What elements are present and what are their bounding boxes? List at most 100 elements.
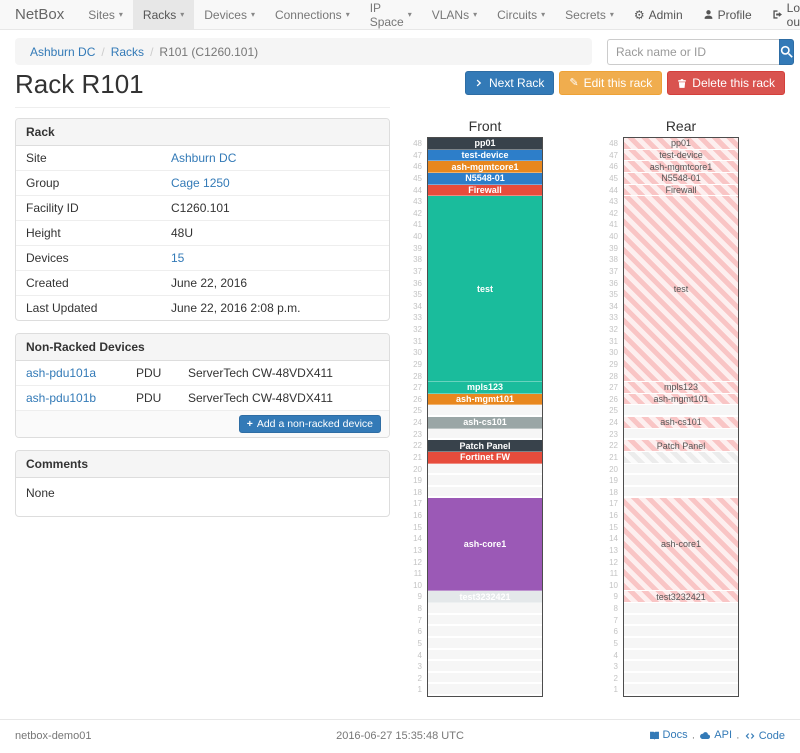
empty-unit[interactable]: [624, 672, 738, 685]
rack-device-fortinet-fw[interactable]: Fortinet FW: [428, 451, 542, 464]
empty-unit[interactable]: [624, 463, 738, 476]
next-rack-button[interactable]: Next Rack: [465, 71, 555, 95]
empty-unit[interactable]: [428, 603, 542, 615]
rack-device-mpls123[interactable]: mpls123: [624, 382, 738, 394]
footer-link-separator: ·: [736, 731, 740, 744]
rack-device-mpls123[interactable]: mpls123: [428, 382, 542, 394]
nav-item-label: Connections: [274, 7, 342, 22]
unit-number: 6: [417, 627, 422, 637]
footer-links: Docs · API · Code: [531, 729, 785, 744]
brand-link[interactable]: NetBox: [15, 6, 65, 23]
empty-unit[interactable]: [428, 428, 542, 441]
rack-device-test[interactable]: test: [428, 196, 542, 383]
footer-link-code[interactable]: Code: [744, 730, 785, 742]
rack-device-ash-mgmtcore1[interactable]: ash-mgmtcore1: [428, 161, 542, 173]
empty-unit[interactable]: [624, 614, 738, 627]
delete-this-rack-button[interactable]: Delete this rack: [667, 71, 785, 95]
rack-device-test3232421[interactable]: test3232421: [428, 591, 542, 603]
nav-item-racks[interactable]: Racks ▾: [132, 0, 195, 29]
rack-device-firewall[interactable]: Firewall: [428, 184, 542, 197]
empty-unit[interactable]: [624, 684, 738, 696]
nav-item-profile[interactable]: Profile: [693, 0, 762, 29]
book-icon: [649, 730, 660, 741]
edit-this-rack-button[interactable]: ✎ Edit this rack: [559, 71, 663, 95]
log-out-icon: [772, 9, 783, 20]
attr-value-link-15[interactable]: 15: [171, 251, 185, 265]
unit-number: 41: [413, 220, 422, 230]
unit-number: 40: [413, 232, 422, 241]
empty-unit[interactable]: [428, 486, 542, 499]
breadcrumb-item-racks[interactable]: Racks: [110, 45, 145, 59]
rack-device-n5548-01[interactable]: N5548-01: [624, 172, 738, 185]
breadcrumb-item-ashburn-dc[interactable]: Ashburn DC: [30, 45, 96, 59]
attr-value: 15: [161, 245, 389, 271]
nav-item-admin[interactable]: ⚙ Admin: [624, 0, 693, 29]
nav-item-log-out[interactable]: Log out: [762, 0, 800, 29]
nav-item-sites[interactable]: Sites ▾: [78, 0, 133, 29]
empty-unit[interactable]: [624, 486, 738, 499]
search-button[interactable]: [779, 38, 794, 65]
search-input[interactable]: [607, 38, 779, 65]
rack-device-ash-mgmtcore1[interactable]: ash-mgmtcore1: [624, 161, 738, 173]
empty-unit[interactable]: [624, 637, 738, 650]
rack-device-ash-core1[interactable]: ash-core1: [428, 498, 542, 592]
device-name: Patch Panel: [459, 440, 511, 451]
empty-unit[interactable]: [624, 475, 738, 487]
empty-unit[interactable]: [428, 405, 542, 417]
unit-number: 42: [609, 208, 618, 218]
empty-unit[interactable]: [428, 672, 542, 685]
unit-number: 43: [609, 197, 618, 207]
rack-device-pp01[interactable]: pp01: [428, 138, 542, 150]
unit-number: 34: [609, 301, 618, 311]
empty-unit[interactable]: [428, 661, 542, 673]
rack-device-ash-mgmt101[interactable]: ash-mgmt101: [428, 393, 542, 406]
attr-value: 48U: [161, 220, 389, 246]
nav-item-label: Profile: [717, 7, 752, 22]
nav-item-devices[interactable]: Devices ▾: [194, 0, 265, 29]
empty-unit[interactable]: [428, 626, 542, 638]
empty-unit[interactable]: [624, 428, 738, 441]
add-non-racked-device-button[interactable]: + Add a non-racked device: [238, 415, 381, 433]
empty-unit[interactable]: [428, 475, 542, 487]
rack-device[interactable]: [624, 451, 738, 464]
device-link-ash-pdu101b[interactable]: ash-pdu101b: [26, 391, 97, 405]
attr-value-link-ashburn-dc[interactable]: Ashburn DC: [171, 151, 237, 165]
rack-device-firewall[interactable]: Firewall: [624, 184, 738, 197]
rack-device-n5548-01[interactable]: N5548-01: [428, 172, 542, 185]
empty-unit[interactable]: [624, 626, 738, 638]
rack-device-ash-core1[interactable]: ash-core1: [624, 498, 738, 592]
rack-device-patch-panel[interactable]: Patch Panel: [428, 440, 542, 452]
page-title: Rack R101: [15, 69, 144, 99]
rack-device-pp01[interactable]: pp01: [624, 138, 738, 150]
unit-number: 39: [609, 243, 618, 253]
nav-item-vlans[interactable]: VLANs ▾: [422, 0, 487, 29]
rack-device-ash-cs101[interactable]: ash-cs101: [624, 417, 738, 429]
empty-unit[interactable]: [624, 603, 738, 615]
nav-item-connections[interactable]: Connections ▾: [265, 0, 360, 29]
empty-unit[interactable]: [428, 649, 542, 662]
empty-unit[interactable]: [428, 684, 542, 696]
nav-item-label: Circuits: [497, 7, 538, 22]
nav-item-circuits[interactable]: Circuits ▾: [487, 0, 555, 29]
rack-device-patch-panel[interactable]: Patch Panel: [624, 440, 738, 452]
empty-unit[interactable]: [624, 649, 738, 662]
rack-device-test[interactable]: test: [624, 196, 738, 383]
rack-device-test3232421[interactable]: test3232421: [624, 591, 738, 603]
unit-number: 46: [413, 162, 422, 172]
device-link-ash-pdu101a[interactable]: ash-pdu101a: [26, 366, 97, 380]
rack-device-test-device[interactable]: test-device: [428, 149, 542, 162]
attr-value-link-cage-1250[interactable]: Cage 1250: [171, 176, 230, 190]
empty-unit[interactable]: [428, 637, 542, 650]
nav-item-ip-space[interactable]: IP Space ▾: [360, 0, 422, 29]
footer-link-docs[interactable]: Docs: [649, 729, 688, 741]
button-label: Next Rack: [489, 76, 545, 90]
empty-unit[interactable]: [428, 463, 542, 476]
rack-device-ash-mgmt101[interactable]: ash-mgmt101: [624, 393, 738, 406]
rack-device-ash-cs101[interactable]: ash-cs101: [428, 417, 542, 429]
empty-unit[interactable]: [624, 405, 738, 417]
empty-unit[interactable]: [624, 661, 738, 673]
footer-link-api[interactable]: API: [699, 729, 732, 741]
empty-unit[interactable]: [428, 614, 542, 627]
rack-device-test-device[interactable]: test-device: [624, 149, 738, 162]
nav-item-secrets[interactable]: Secrets ▾: [555, 0, 624, 29]
